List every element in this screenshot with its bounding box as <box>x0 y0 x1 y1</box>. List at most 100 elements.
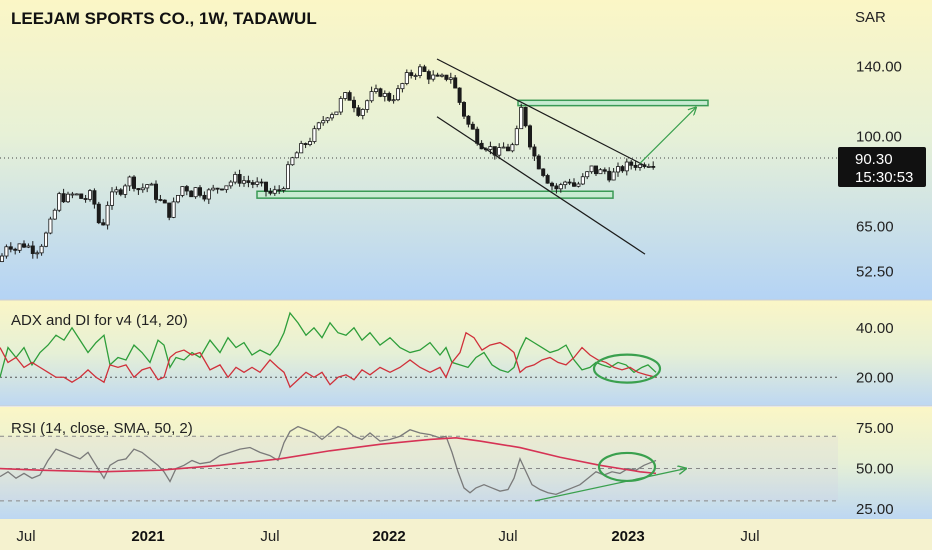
candle-body <box>519 106 524 130</box>
time-axis-tick: 2021 <box>131 528 164 545</box>
candle-body <box>123 185 128 195</box>
last-price-value: 90.30 <box>855 151 893 168</box>
candle-body <box>369 91 374 102</box>
candle-body <box>294 152 299 159</box>
candle-body <box>312 128 317 142</box>
candle-body <box>439 74 444 77</box>
candle-body <box>431 74 436 80</box>
candle-body <box>316 122 321 130</box>
candle-body <box>351 99 356 109</box>
candle-body <box>594 165 599 175</box>
candle-body <box>545 175 550 184</box>
candle-body <box>114 189 119 193</box>
candle-body <box>536 155 541 170</box>
price-axis-tick: 52.50 <box>856 263 894 280</box>
candle-body <box>616 166 621 173</box>
currency-label: SAR <box>855 9 886 26</box>
candle-body <box>35 252 40 255</box>
candle-body <box>259 181 264 184</box>
candle-body <box>466 115 471 125</box>
candle-body <box>576 183 581 187</box>
projection-arrow <box>639 107 696 164</box>
candle-body <box>391 99 396 102</box>
candle-body <box>8 246 13 250</box>
candle-body <box>233 174 238 183</box>
candle-body <box>110 191 115 206</box>
candle-body <box>448 77 453 80</box>
candle-body <box>523 106 528 127</box>
candle-body <box>347 92 352 101</box>
candle-body <box>4 246 9 257</box>
candle-body <box>30 245 35 254</box>
candle-body <box>175 195 180 203</box>
candle-body <box>607 170 612 181</box>
time-axis-bg <box>0 519 932 550</box>
candle-body <box>426 71 431 80</box>
candle-body <box>321 120 326 124</box>
candle-body <box>272 189 277 194</box>
candle-body <box>395 88 400 101</box>
candle-body <box>162 199 167 204</box>
candle-body <box>303 143 308 145</box>
candle-body <box>105 204 110 226</box>
candle-body <box>237 174 242 184</box>
candle-body <box>387 93 392 101</box>
candle-body <box>197 187 202 196</box>
candle-body <box>356 107 361 116</box>
candle-body <box>598 169 603 175</box>
candle-body <box>642 164 647 167</box>
candle-body <box>343 92 348 99</box>
candle-body <box>13 248 18 251</box>
candle-body <box>580 176 585 185</box>
candle-body <box>602 169 607 172</box>
candle-body <box>550 182 555 187</box>
candle-body <box>228 181 233 187</box>
candle-body <box>70 193 75 196</box>
candle-body <box>373 88 378 92</box>
candle-body <box>145 184 150 189</box>
candle-body <box>44 232 49 247</box>
rsi-axis-tick: 25.00 <box>856 501 894 518</box>
candle-body <box>453 77 458 89</box>
candle-body <box>39 245 44 254</box>
candle-body <box>136 188 141 191</box>
candle-body <box>567 181 572 184</box>
candle-body <box>338 98 343 113</box>
candle-body <box>325 117 330 122</box>
candle-body <box>52 209 57 220</box>
candle-body <box>167 202 172 218</box>
candle-body <box>255 181 260 185</box>
candle-body <box>202 194 207 200</box>
candle-body <box>61 193 66 203</box>
candle-body <box>589 165 594 173</box>
candle-body <box>57 193 62 211</box>
bar-countdown: 15:30:53 <box>855 169 913 186</box>
channel-lower-line <box>436 116 646 255</box>
time-axis-tick: 2023 <box>611 528 644 545</box>
candle-body <box>206 189 211 200</box>
candle-body <box>193 187 198 198</box>
candle-body <box>66 193 71 203</box>
candle-body <box>211 187 216 191</box>
candle-body <box>382 93 387 97</box>
candle-body <box>171 201 176 218</box>
adx-axis-tick: 20.00 <box>856 369 894 386</box>
candle-body <box>360 109 365 116</box>
price-axis-tick: 100.00 <box>856 129 902 146</box>
last-price-badge: 90.30 15:30:53 <box>838 147 926 187</box>
candle-body <box>435 74 440 77</box>
candle-body <box>246 180 251 183</box>
candle-body <box>96 203 101 224</box>
rsi-ma-line <box>0 437 657 475</box>
candle-body <box>268 190 273 194</box>
price-pane-bg <box>0 0 932 300</box>
candle-body <box>638 164 643 168</box>
candle-body <box>572 182 577 187</box>
candle-body <box>281 188 286 191</box>
candle-body <box>470 123 475 130</box>
candle-body <box>510 144 515 152</box>
candle-body <box>250 182 255 185</box>
candle-body <box>83 198 88 200</box>
support-zone <box>256 190 614 199</box>
